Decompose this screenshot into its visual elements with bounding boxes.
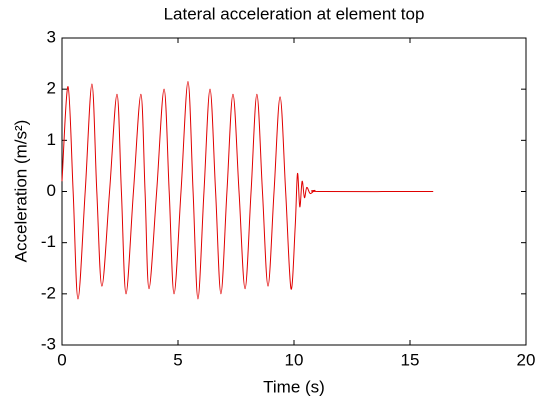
y-tick-label: -3 xyxy=(41,334,56,353)
y-axis-label: Acceleration (m/s²) xyxy=(11,120,30,263)
y-tick-label: 3 xyxy=(47,27,56,46)
x-tick-label: 5 xyxy=(173,350,182,369)
y-tick-label: 1 xyxy=(47,130,56,149)
x-tick-label: 10 xyxy=(285,350,304,369)
y-tick-label: 2 xyxy=(47,79,56,98)
chart-title: Lateral acceleration at element top xyxy=(164,4,425,23)
x-tick-label: 15 xyxy=(401,350,420,369)
x-axis-label: Time (s) xyxy=(263,377,325,396)
y-tick-label: -1 xyxy=(41,232,56,251)
y-tick-label: -2 xyxy=(41,283,56,302)
y-tick-label: 0 xyxy=(47,181,56,200)
data-line xyxy=(61,80,434,300)
x-tick-label: 0 xyxy=(57,350,66,369)
x-tick-label: 20 xyxy=(517,350,536,369)
